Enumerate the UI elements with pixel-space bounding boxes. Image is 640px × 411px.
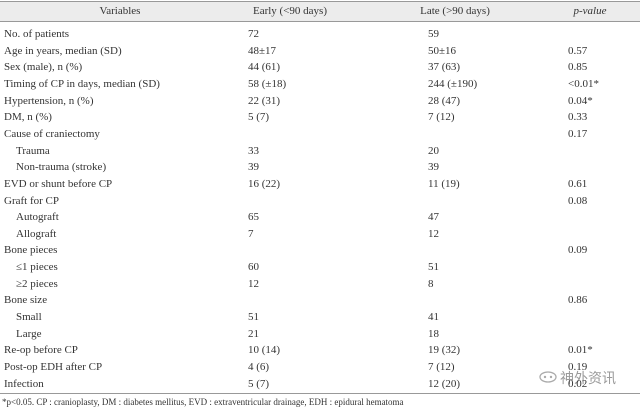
cell-value: 51 xyxy=(248,311,259,324)
header-band xyxy=(0,1,640,22)
cell-value: 0.61 xyxy=(568,177,588,190)
cell-value: 22 (31) xyxy=(248,94,281,107)
cell-value: 20 xyxy=(428,144,439,157)
cell-value: 39 xyxy=(428,161,439,174)
watermark: 神外资讯 xyxy=(560,371,616,387)
row-label: Re-op before CP xyxy=(4,344,78,357)
cell-value: 50±16 xyxy=(428,44,457,57)
cell-value: 12 xyxy=(248,277,259,290)
cell-value: 0.85 xyxy=(568,61,588,74)
cell-value: 58 (±18) xyxy=(248,77,287,90)
cell-value: 39 xyxy=(248,161,259,174)
row-label: Timing of CP in days, median (SD) xyxy=(4,77,160,90)
row-label: Age in years, median (SD) xyxy=(4,44,122,57)
cell-value: 0.01* xyxy=(568,344,593,357)
cell-value: 65 xyxy=(248,211,259,224)
cell-value: 60 xyxy=(248,261,259,274)
cell-value: 8 xyxy=(428,277,434,290)
row-label: Bone size xyxy=(4,294,48,307)
row-label: Small xyxy=(16,311,42,324)
row-label: DM, n (%) xyxy=(4,111,52,124)
cell-value: 33 xyxy=(248,144,259,157)
bottom-rule xyxy=(0,393,640,394)
column-header: p-value xyxy=(573,5,607,17)
column-header: Late (>90 days) xyxy=(420,5,490,17)
cell-value: 7 (12) xyxy=(428,111,455,124)
cell-value: 5 (7) xyxy=(248,377,270,390)
cell-value: 18 xyxy=(428,327,439,340)
column-header: Variables xyxy=(99,5,141,17)
row-label: Large xyxy=(16,327,42,340)
cell-value: 48±17 xyxy=(248,44,277,57)
row-label: Bone pieces xyxy=(4,244,58,257)
cell-value: 28 (47) xyxy=(428,94,461,107)
cell-value: 37 (63) xyxy=(428,61,461,74)
row-label: EVD or shunt before CP xyxy=(4,177,113,190)
cell-value: 0.19 xyxy=(568,361,588,373)
cell-value: 7 (12) xyxy=(428,361,455,373)
row-label: ≥2 pieces xyxy=(16,277,58,290)
cell-value: 4 (6) xyxy=(248,361,270,373)
cell-value: 12 xyxy=(428,227,439,240)
cell-value: 0.09 xyxy=(568,244,588,257)
row-label: Cause of craniectomy xyxy=(4,127,100,140)
cell-value: 11 (19) xyxy=(428,177,460,190)
cell-value: 244 (±190) xyxy=(428,77,478,90)
cell-value: 12 (20) xyxy=(428,377,461,390)
cell-value: 0.04* xyxy=(568,94,593,107)
cell-value: 47 xyxy=(428,211,439,224)
row-label: No. of patients xyxy=(4,28,70,40)
cell-value: 0.02 xyxy=(568,377,588,390)
cell-value: 0.57 xyxy=(568,44,588,57)
cell-value: 41 xyxy=(428,311,439,324)
cell-value: 0.08 xyxy=(568,194,588,207)
cell-value: 19 (32) xyxy=(428,344,461,357)
cell-value: 10 (14) xyxy=(248,344,281,357)
cell-value: 0.33 xyxy=(568,111,588,124)
footnote: *p<0.05. CP : cranioplasty, DM : diabete… xyxy=(2,397,404,407)
row-label: Trauma xyxy=(16,144,50,157)
cell-value: 51 xyxy=(428,261,439,274)
cell-value: 7 xyxy=(248,227,254,240)
row-label: Allograft xyxy=(16,227,57,240)
row-label: Non-trauma (stroke) xyxy=(16,161,107,174)
cell-value: 44 (61) xyxy=(248,61,281,74)
cell-value: 72 xyxy=(248,28,259,40)
row-label: Post-op EDH after CP xyxy=(4,361,103,373)
cell-value: 0.17 xyxy=(568,127,588,140)
column-header: Early (<90 days) xyxy=(252,5,327,17)
row-label: Autograft xyxy=(16,211,59,224)
cell-value: 59 xyxy=(428,28,439,40)
cell-value: 16 (22) xyxy=(248,177,281,190)
cell-value: <0.01* xyxy=(568,77,599,90)
row-label: ≤1 pieces xyxy=(16,261,58,274)
cell-value: 21 xyxy=(248,327,259,340)
row-label: Graft for CP xyxy=(4,194,59,207)
watermark-icon xyxy=(539,371,557,383)
row-label: Hypertension, n (%) xyxy=(4,94,94,107)
cell-value: 5 (7) xyxy=(248,111,270,124)
row-label: Infection xyxy=(4,377,44,390)
row-label: Sex (male), n (%) xyxy=(4,61,83,74)
cell-value: 0.86 xyxy=(568,294,588,307)
